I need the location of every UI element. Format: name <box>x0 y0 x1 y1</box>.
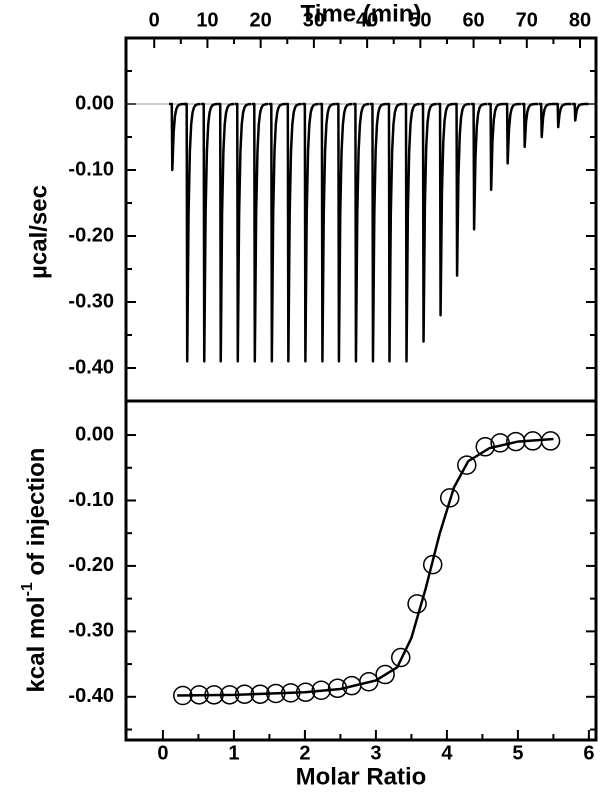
injection-peak <box>420 102 437 343</box>
data-point <box>266 683 286 704</box>
y-tick-label: -0.30 <box>68 620 114 642</box>
y-axis-title: kcal mol-1 of injection <box>19 448 50 693</box>
x-tick-label: 6 <box>583 742 594 764</box>
injection-peak <box>201 102 218 363</box>
injection-peak <box>217 102 235 363</box>
x-tick-label: 3 <box>370 742 381 764</box>
injection-peak <box>352 102 370 363</box>
injection-peak <box>504 102 521 165</box>
injection-peak <box>555 102 572 129</box>
plot-frame <box>124 36 598 403</box>
x-axis-title: Time (min) <box>301 0 422 27</box>
y-axis-title-part: kcal mol <box>23 596 50 692</box>
y-axis-title: µcal/sec <box>25 185 52 279</box>
data-point <box>359 672 379 692</box>
y-tick-label: -0.10 <box>68 158 114 180</box>
injection-peak <box>319 102 336 363</box>
x-tick-label: 4 <box>441 742 453 764</box>
injection-peak <box>285 102 302 363</box>
data-point <box>391 647 411 668</box>
y-tick-label: -0.20 <box>68 224 114 246</box>
x-tick-label: 0 <box>157 742 168 764</box>
injection-peak <box>487 102 505 192</box>
data-point <box>250 684 270 704</box>
data-point <box>422 554 443 575</box>
injection-peak <box>251 102 269 363</box>
y-tick-label: -0.10 <box>68 489 114 511</box>
y-tick-label: -0.20 <box>68 554 114 576</box>
data-point <box>407 594 427 614</box>
x-tick-label: 50 <box>409 9 431 31</box>
injection-peak <box>268 102 286 363</box>
x-tick-label: 40 <box>356 9 378 31</box>
data-point <box>295 682 316 702</box>
fit-line <box>177 437 554 697</box>
data-point <box>173 685 193 706</box>
x-tick-label: 20 <box>250 9 272 31</box>
injection-peak <box>386 102 403 363</box>
data-point <box>204 685 224 705</box>
injection-peak <box>470 102 488 231</box>
data-point <box>506 431 526 452</box>
injection-peak <box>184 102 201 363</box>
injection-peak <box>453 102 471 277</box>
y-tick-label: -0.40 <box>68 685 114 707</box>
x-tick-label: 5 <box>512 742 523 764</box>
data-point <box>234 684 255 704</box>
x-tick-label: 2 <box>299 742 310 764</box>
y-tick-label: 0.00 <box>75 423 114 445</box>
data-point <box>475 437 495 457</box>
data-point <box>189 685 209 705</box>
plot-frame <box>124 399 598 742</box>
data-point <box>219 685 240 705</box>
y-axis-title-superscript: -1 <box>19 582 36 596</box>
x-tick-label: 60 <box>462 9 484 31</box>
y-tick-label: 0.00 <box>75 92 114 114</box>
x-tick-label: 80 <box>569 9 591 31</box>
x-tick-label: 10 <box>196 9 218 31</box>
injection-peak <box>169 102 186 172</box>
data-point <box>490 433 510 453</box>
data-point <box>280 683 301 703</box>
injection-peak <box>302 102 319 363</box>
data-point <box>311 680 331 701</box>
y-tick-label: -0.40 <box>68 356 114 378</box>
x-tick-label: 1 <box>228 742 239 764</box>
x-tick-label: 70 <box>516 9 538 31</box>
x-tick-label: 30 <box>303 9 325 31</box>
data-point <box>327 678 348 699</box>
data-point <box>439 488 460 508</box>
data-point <box>375 664 395 685</box>
injection-peak <box>538 102 556 139</box>
x-axis-title: Molar Ratio <box>296 763 427 790</box>
injection-peak <box>335 102 353 363</box>
injection-peak <box>369 102 387 363</box>
data-point <box>540 431 561 451</box>
injection-peak <box>572 102 589 122</box>
injection-peak <box>437 102 454 317</box>
data-point <box>457 455 477 475</box>
x-tick-label: 0 <box>149 9 160 31</box>
y-tick-label: -0.30 <box>68 290 114 312</box>
injection-peak <box>234 102 252 363</box>
y-axis-title-part: of injection <box>23 448 50 583</box>
injection-peak <box>403 102 420 363</box>
injection-peak <box>521 102 538 149</box>
